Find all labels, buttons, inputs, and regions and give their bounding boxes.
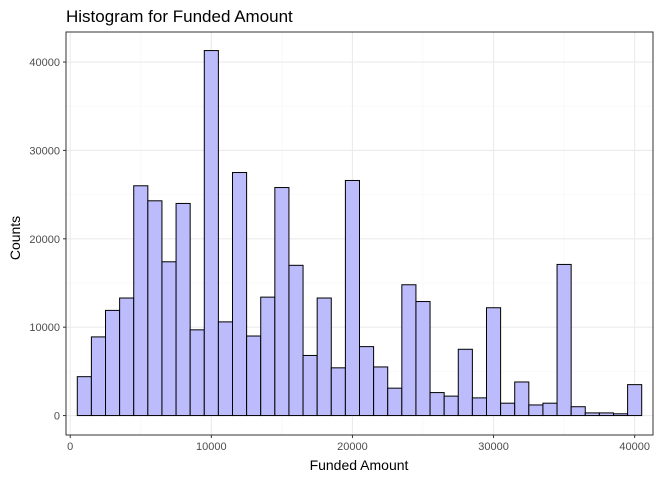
histogram-bar [471, 397, 487, 417]
histogram-bar [627, 384, 643, 417]
histogram-bar [598, 412, 614, 417]
histogram-bar [302, 354, 318, 417]
histogram-bar [232, 172, 248, 417]
histogram-bar [133, 185, 149, 417]
histogram-bar [359, 346, 375, 417]
histogram-bar [161, 261, 177, 417]
histogram-bar [556, 263, 572, 417]
histogram-bar [274, 187, 290, 417]
histogram-bars [76, 50, 643, 417]
y-tick-label: 10000 [29, 322, 60, 334]
histogram-bar [288, 264, 304, 417]
panel-border [65, 31, 654, 436]
histogram-bar [105, 309, 121, 417]
x-tick-label: 30000 [478, 441, 509, 453]
histogram-bar [344, 179, 361, 417]
histogram-bar [373, 366, 389, 417]
y-tick-label: 30000 [29, 145, 60, 157]
y-tick-label: 20000 [29, 234, 60, 246]
histogram-bar [429, 392, 445, 417]
histogram-bar [147, 200, 163, 417]
y-tick-label: 0 [54, 411, 60, 423]
x-tick-label: 40000 [619, 441, 650, 453]
histogram-bar [387, 387, 403, 417]
histogram-bar [175, 202, 191, 417]
histogram-bar [542, 402, 558, 417]
histogram-bar [260, 296, 276, 417]
y-tick-label: 40000 [29, 57, 60, 69]
x-tick-label: 20000 [337, 441, 368, 453]
y-axis-title: Counts [7, 216, 23, 260]
histogram-bar [316, 297, 332, 417]
histogram-bar [528, 404, 544, 417]
histogram-bar [189, 329, 205, 417]
histogram-bar [401, 284, 417, 417]
histogram-bar [570, 406, 586, 417]
histogram-bar [457, 348, 473, 417]
histogram-bar [119, 297, 135, 417]
histogram-bar [443, 395, 459, 417]
histogram-bar [500, 402, 516, 417]
y-axis-ticks: 0 10000 20000 30000 40000 [29, 57, 66, 423]
x-tick-label: 0 [67, 441, 73, 453]
histogram-bar [246, 335, 262, 417]
histogram-bar [415, 301, 431, 417]
histogram-bar [203, 50, 219, 417]
histogram-bar [485, 307, 502, 417]
histogram-bar [217, 321, 234, 417]
histogram-bar [584, 412, 600, 417]
histogram-bar [612, 413, 629, 417]
chart-title: Histogram for Funded Amount [66, 7, 293, 26]
histogram-bar [514, 381, 530, 417]
x-axis-title: Funded Amount [310, 457, 409, 473]
histogram-bar [76, 376, 92, 417]
histogram-bar [90, 336, 107, 417]
histogram-bar [330, 367, 346, 417]
x-axis-ticks: 0 10000 20000 30000 40000 [67, 435, 650, 453]
x-tick-label: 10000 [196, 441, 227, 453]
